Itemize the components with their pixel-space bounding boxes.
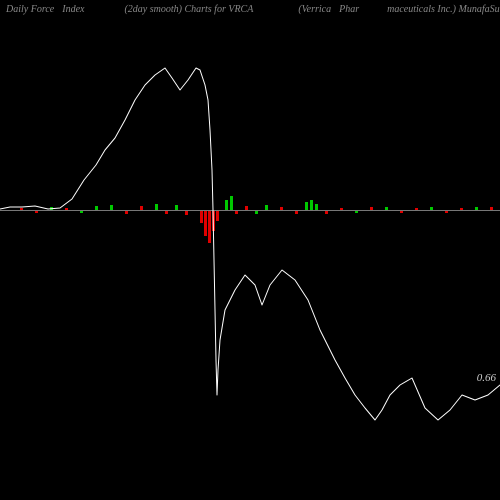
chart-area: 0.66 xyxy=(0,0,500,500)
value-label: 0.66 xyxy=(477,372,496,384)
force-index-line xyxy=(0,0,500,500)
